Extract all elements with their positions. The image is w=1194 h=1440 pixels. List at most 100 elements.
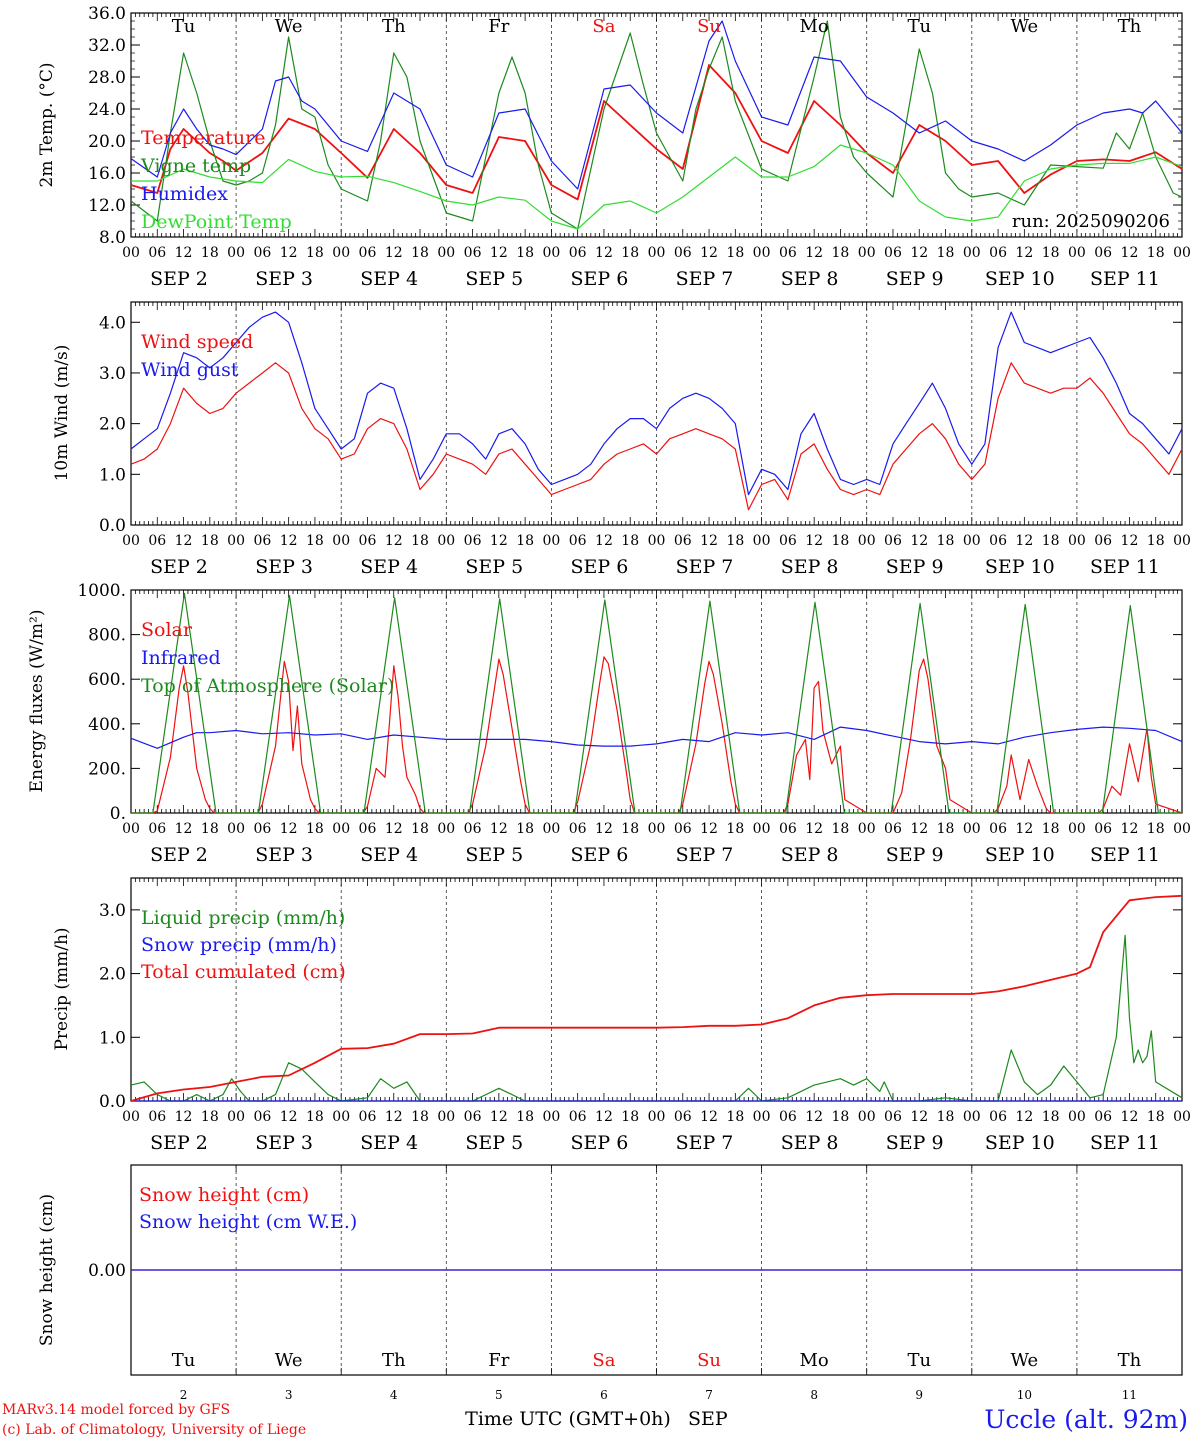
series-solar: [131, 656, 1183, 814]
date-label: SEP 4: [360, 1132, 418, 1154]
hour-label: 00: [542, 533, 560, 549]
hour-label: 12: [910, 821, 928, 837]
y-tick-label: 1000.: [77, 581, 126, 601]
hour-label: 18: [306, 533, 324, 549]
y-tick-label: 800.: [88, 626, 126, 646]
hour-label: 06: [253, 245, 271, 261]
date-label: SEP 3: [255, 268, 313, 290]
hour-label: 12: [910, 1109, 928, 1125]
hour-label: 00: [963, 533, 981, 549]
date-label: SEP 9: [886, 844, 944, 866]
day-number: 9: [915, 1388, 923, 1402]
date-label: SEP 11: [1090, 268, 1160, 290]
footer-model-line: MARv3.14 model forced by GFS: [2, 1402, 230, 1418]
hour-label: 00: [1173, 533, 1191, 549]
hour-label: 12: [805, 533, 823, 549]
hour-label: 12: [805, 821, 823, 837]
hour-label: 18: [201, 821, 219, 837]
date-label: SEP 4: [360, 844, 418, 866]
hour-label: 00: [858, 1109, 876, 1125]
date-label: SEP 3: [255, 844, 313, 866]
hour-label: 12: [280, 1109, 298, 1125]
hour-label: 00: [753, 821, 771, 837]
date-label: SEP 5: [465, 556, 523, 578]
legend-entry: Vigne temp: [140, 155, 251, 177]
y-tick-label: 2.0: [99, 415, 126, 435]
weekday-label: Tu: [172, 1350, 196, 1371]
weekday-label: Th: [1118, 16, 1142, 37]
hour-label: 18: [621, 821, 639, 837]
hour-label: 06: [1094, 245, 1112, 261]
hour-label: 00: [437, 245, 455, 261]
series-top-of-atmosphere-solar: [131, 592, 1182, 814]
hour-label: 18: [516, 533, 534, 549]
hour-label: 18: [726, 821, 744, 837]
date-label: SEP 11: [1090, 1132, 1160, 1154]
hour-label: 18: [201, 245, 219, 261]
hour-label: 12: [385, 1109, 403, 1125]
date-label: SEP 3: [255, 1132, 313, 1154]
legend-entry: Temperature: [141, 127, 265, 149]
y-tick-label: 16.0: [88, 164, 126, 184]
weekday-label: Sa: [592, 16, 615, 37]
hour-label: 12: [490, 821, 508, 837]
day-number: 11: [1122, 1388, 1137, 1402]
hour-label: 00: [227, 533, 245, 549]
y-tick-label: 400.: [88, 715, 126, 735]
hour-label: 00: [1173, 821, 1191, 837]
date-label: SEP 7: [676, 844, 734, 866]
weekday-label: Su: [697, 1350, 721, 1371]
date-label: SEP 6: [570, 844, 628, 866]
panels: 8.012.016.020.024.028.032.036.02m Temp. …: [27, 4, 1191, 1402]
month-label: SEP: [688, 1408, 728, 1430]
hour-label: 12: [805, 1109, 823, 1125]
hour-label: 00: [227, 1109, 245, 1125]
hour-label: 06: [464, 821, 482, 837]
weekday-label: We: [275, 1350, 303, 1371]
hour-label: 00: [332, 533, 350, 549]
weekday-label: Su: [697, 16, 721, 37]
hour-label: 12: [175, 1109, 193, 1125]
legend-entry: Humidex: [141, 183, 228, 205]
y-axis-label: Precip (mm/h): [52, 927, 72, 1050]
hour-label: 12: [1015, 245, 1033, 261]
y-tick-label: 0.0: [99, 1092, 126, 1112]
y-axis-label: Energy fluxes (W/m²): [27, 610, 47, 793]
hour-label: 06: [1094, 533, 1112, 549]
legend-entry: DewPoint Temp: [141, 211, 292, 233]
date-label: SEP 5: [465, 268, 523, 290]
hour-label: 00: [963, 821, 981, 837]
hour-label: 18: [726, 1109, 744, 1125]
y-tick-label: 20.0: [88, 132, 126, 152]
hour-label: 12: [1121, 533, 1139, 549]
hour-label: 00: [648, 1109, 666, 1125]
y-tick-label: 12.0: [88, 196, 126, 216]
hour-label: 06: [253, 821, 271, 837]
y-tick-label: 2.0: [99, 965, 126, 985]
y-tick-label: 4.0: [99, 313, 126, 333]
hour-label: 18: [411, 533, 429, 549]
series-wind-speed: [130, 362, 1183, 511]
hour-label: 12: [1121, 1109, 1139, 1125]
hour-label: 06: [884, 1109, 902, 1125]
hour-label: 00: [858, 533, 876, 549]
series-infrared: [130, 726, 1183, 749]
date-label: SEP 3: [255, 556, 313, 578]
date-label: SEP 2: [150, 268, 208, 290]
hour-label: 18: [1042, 533, 1060, 549]
hour-label: 00: [1068, 1109, 1086, 1125]
hour-label: 18: [937, 245, 955, 261]
y-tick-label: 36.0: [88, 4, 126, 24]
y-tick-label: 200.: [88, 759, 126, 779]
legend-entry: Liquid precip (mm/h): [141, 907, 345, 929]
date-label: SEP 11: [1090, 844, 1160, 866]
legend-entry: Infrared: [141, 647, 221, 669]
hour-label: 18: [937, 533, 955, 549]
y-axis-label: 10m Wind (m/s): [52, 345, 72, 482]
legend-entry: Wind gust: [141, 359, 239, 381]
hour-label: 00: [542, 245, 560, 261]
hour-label: 18: [306, 245, 324, 261]
hour-label: 00: [963, 1109, 981, 1125]
hour-label: 18: [832, 1109, 850, 1125]
